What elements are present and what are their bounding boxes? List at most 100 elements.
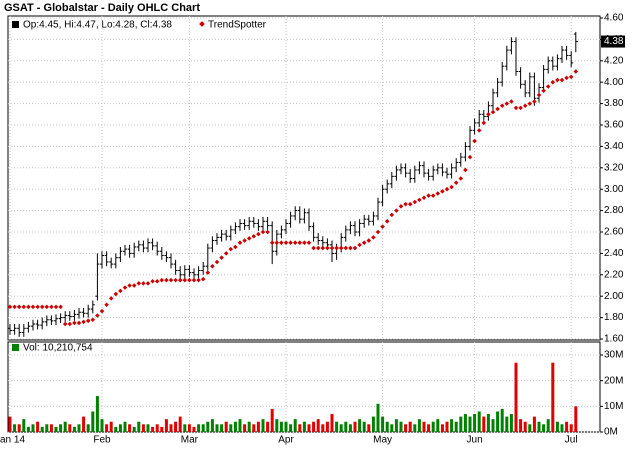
trendspotter-dot <box>269 240 275 245</box>
volume-legend-swatch <box>12 344 19 351</box>
volume-bar <box>445 421 449 432</box>
volume-legend: Vol: 10,210,754 <box>23 343 93 354</box>
volume-bar <box>413 424 417 432</box>
y-tick-label: 2.00 <box>604 291 624 302</box>
trendspotter-dot <box>481 120 487 126</box>
volume-bar <box>243 424 247 432</box>
volume-bar <box>72 426 76 432</box>
volume-bar <box>114 426 118 432</box>
volume-bar <box>238 419 242 432</box>
volume-bar <box>128 424 132 432</box>
volume-bar <box>132 426 136 432</box>
volume-bar <box>284 421 288 432</box>
last-price-label: 4.38 <box>604 36 624 47</box>
volume-bar <box>91 411 95 432</box>
trendspotter-dot <box>62 321 68 327</box>
volume-bar <box>8 416 12 432</box>
trendspotter-dot <box>136 281 142 286</box>
volume-bar <box>417 419 421 432</box>
volume-bar <box>532 416 536 432</box>
volume-bar <box>505 416 509 432</box>
volume-bar <box>279 421 283 432</box>
y-tick-label: 2.40 <box>604 248 624 259</box>
trendspotter-dot <box>292 240 298 245</box>
y-tick-label: 4.60 <box>604 13 624 24</box>
volume-bar <box>555 421 559 432</box>
volume-bar <box>537 421 541 432</box>
y-tick-label: 2.20 <box>604 269 624 280</box>
volume-bar <box>261 419 265 432</box>
volume-bar <box>321 424 325 432</box>
volume-bar <box>224 421 228 432</box>
volume-bar <box>215 424 219 432</box>
volume-bar <box>192 426 196 432</box>
volume-bar <box>523 421 527 432</box>
volume-bar <box>40 426 44 432</box>
volume-bar <box>118 424 122 432</box>
trendspotter-dot <box>403 201 408 207</box>
volume-bar <box>362 421 366 432</box>
trendspotter-dot <box>274 240 280 245</box>
x-tick-label: Jan 14 <box>0 435 25 446</box>
volume-bar <box>100 419 104 432</box>
trendspotter-dot <box>366 238 372 243</box>
last-price-box <box>601 35 625 48</box>
volume-bar <box>178 416 182 432</box>
volume-bar <box>335 421 339 432</box>
y-tick-label: 4.00 <box>604 77 624 88</box>
trendspotter-dot <box>67 321 73 327</box>
volume-bar <box>105 424 109 432</box>
volume-bar <box>390 424 394 432</box>
volume-bar <box>68 424 72 432</box>
volume-bar <box>381 416 385 432</box>
volume-bar <box>496 411 500 432</box>
volume-bar <box>160 426 164 432</box>
volume-bar <box>26 426 30 432</box>
y-tick-label: 2.80 <box>604 205 624 216</box>
volume-bar <box>348 424 352 432</box>
volume-bar <box>546 419 550 432</box>
volume-bar <box>307 424 311 432</box>
trendspotter-dot <box>182 277 188 283</box>
volume-bar <box>174 421 178 432</box>
volume-bar <box>459 416 463 432</box>
trendspotter-dot <box>145 281 151 286</box>
volume-bar <box>59 424 63 432</box>
price-panel <box>7 15 601 341</box>
volume-bar <box>22 419 26 432</box>
volume-bar <box>339 424 343 432</box>
volume-bar <box>404 424 408 432</box>
trendspotter-dot <box>113 291 119 297</box>
x-tick-label: Jul <box>565 435 578 446</box>
volume-bar <box>367 424 371 432</box>
volume-bar <box>220 424 224 432</box>
volume-bar <box>164 419 168 432</box>
volume-bar <box>440 424 444 432</box>
trendspotter-dot <box>159 277 165 283</box>
x-tick-label: Mar <box>181 435 199 446</box>
volume-bar <box>519 419 523 432</box>
trendspotter-dot <box>407 201 413 207</box>
volume-bar <box>151 426 155 432</box>
volume-bar <box>54 426 58 432</box>
volume-bar <box>551 362 555 432</box>
volume-bar <box>500 408 504 432</box>
volume-bar <box>574 406 578 432</box>
volume-bar <box>298 424 302 432</box>
volume-bar <box>206 421 210 432</box>
trendspotter-dot <box>320 245 326 251</box>
volume-bar <box>427 424 431 432</box>
volume-bar <box>13 424 17 432</box>
volume-bar <box>482 416 486 432</box>
trendspotter-dot <box>440 189 445 194</box>
volume-bar <box>275 419 279 432</box>
trendspotter-dot <box>279 240 284 245</box>
volume-bar <box>210 419 214 432</box>
volume-bar <box>353 421 357 432</box>
ohlc-legend: Op:4.45, Hi:4.47, Lo:4.28, Cl:4.38 <box>23 20 172 31</box>
y-tick-label: 1.80 <box>604 312 624 323</box>
volume-bar <box>109 421 113 432</box>
x-tick-label: Jun <box>467 435 483 446</box>
volume-bar <box>454 421 458 432</box>
